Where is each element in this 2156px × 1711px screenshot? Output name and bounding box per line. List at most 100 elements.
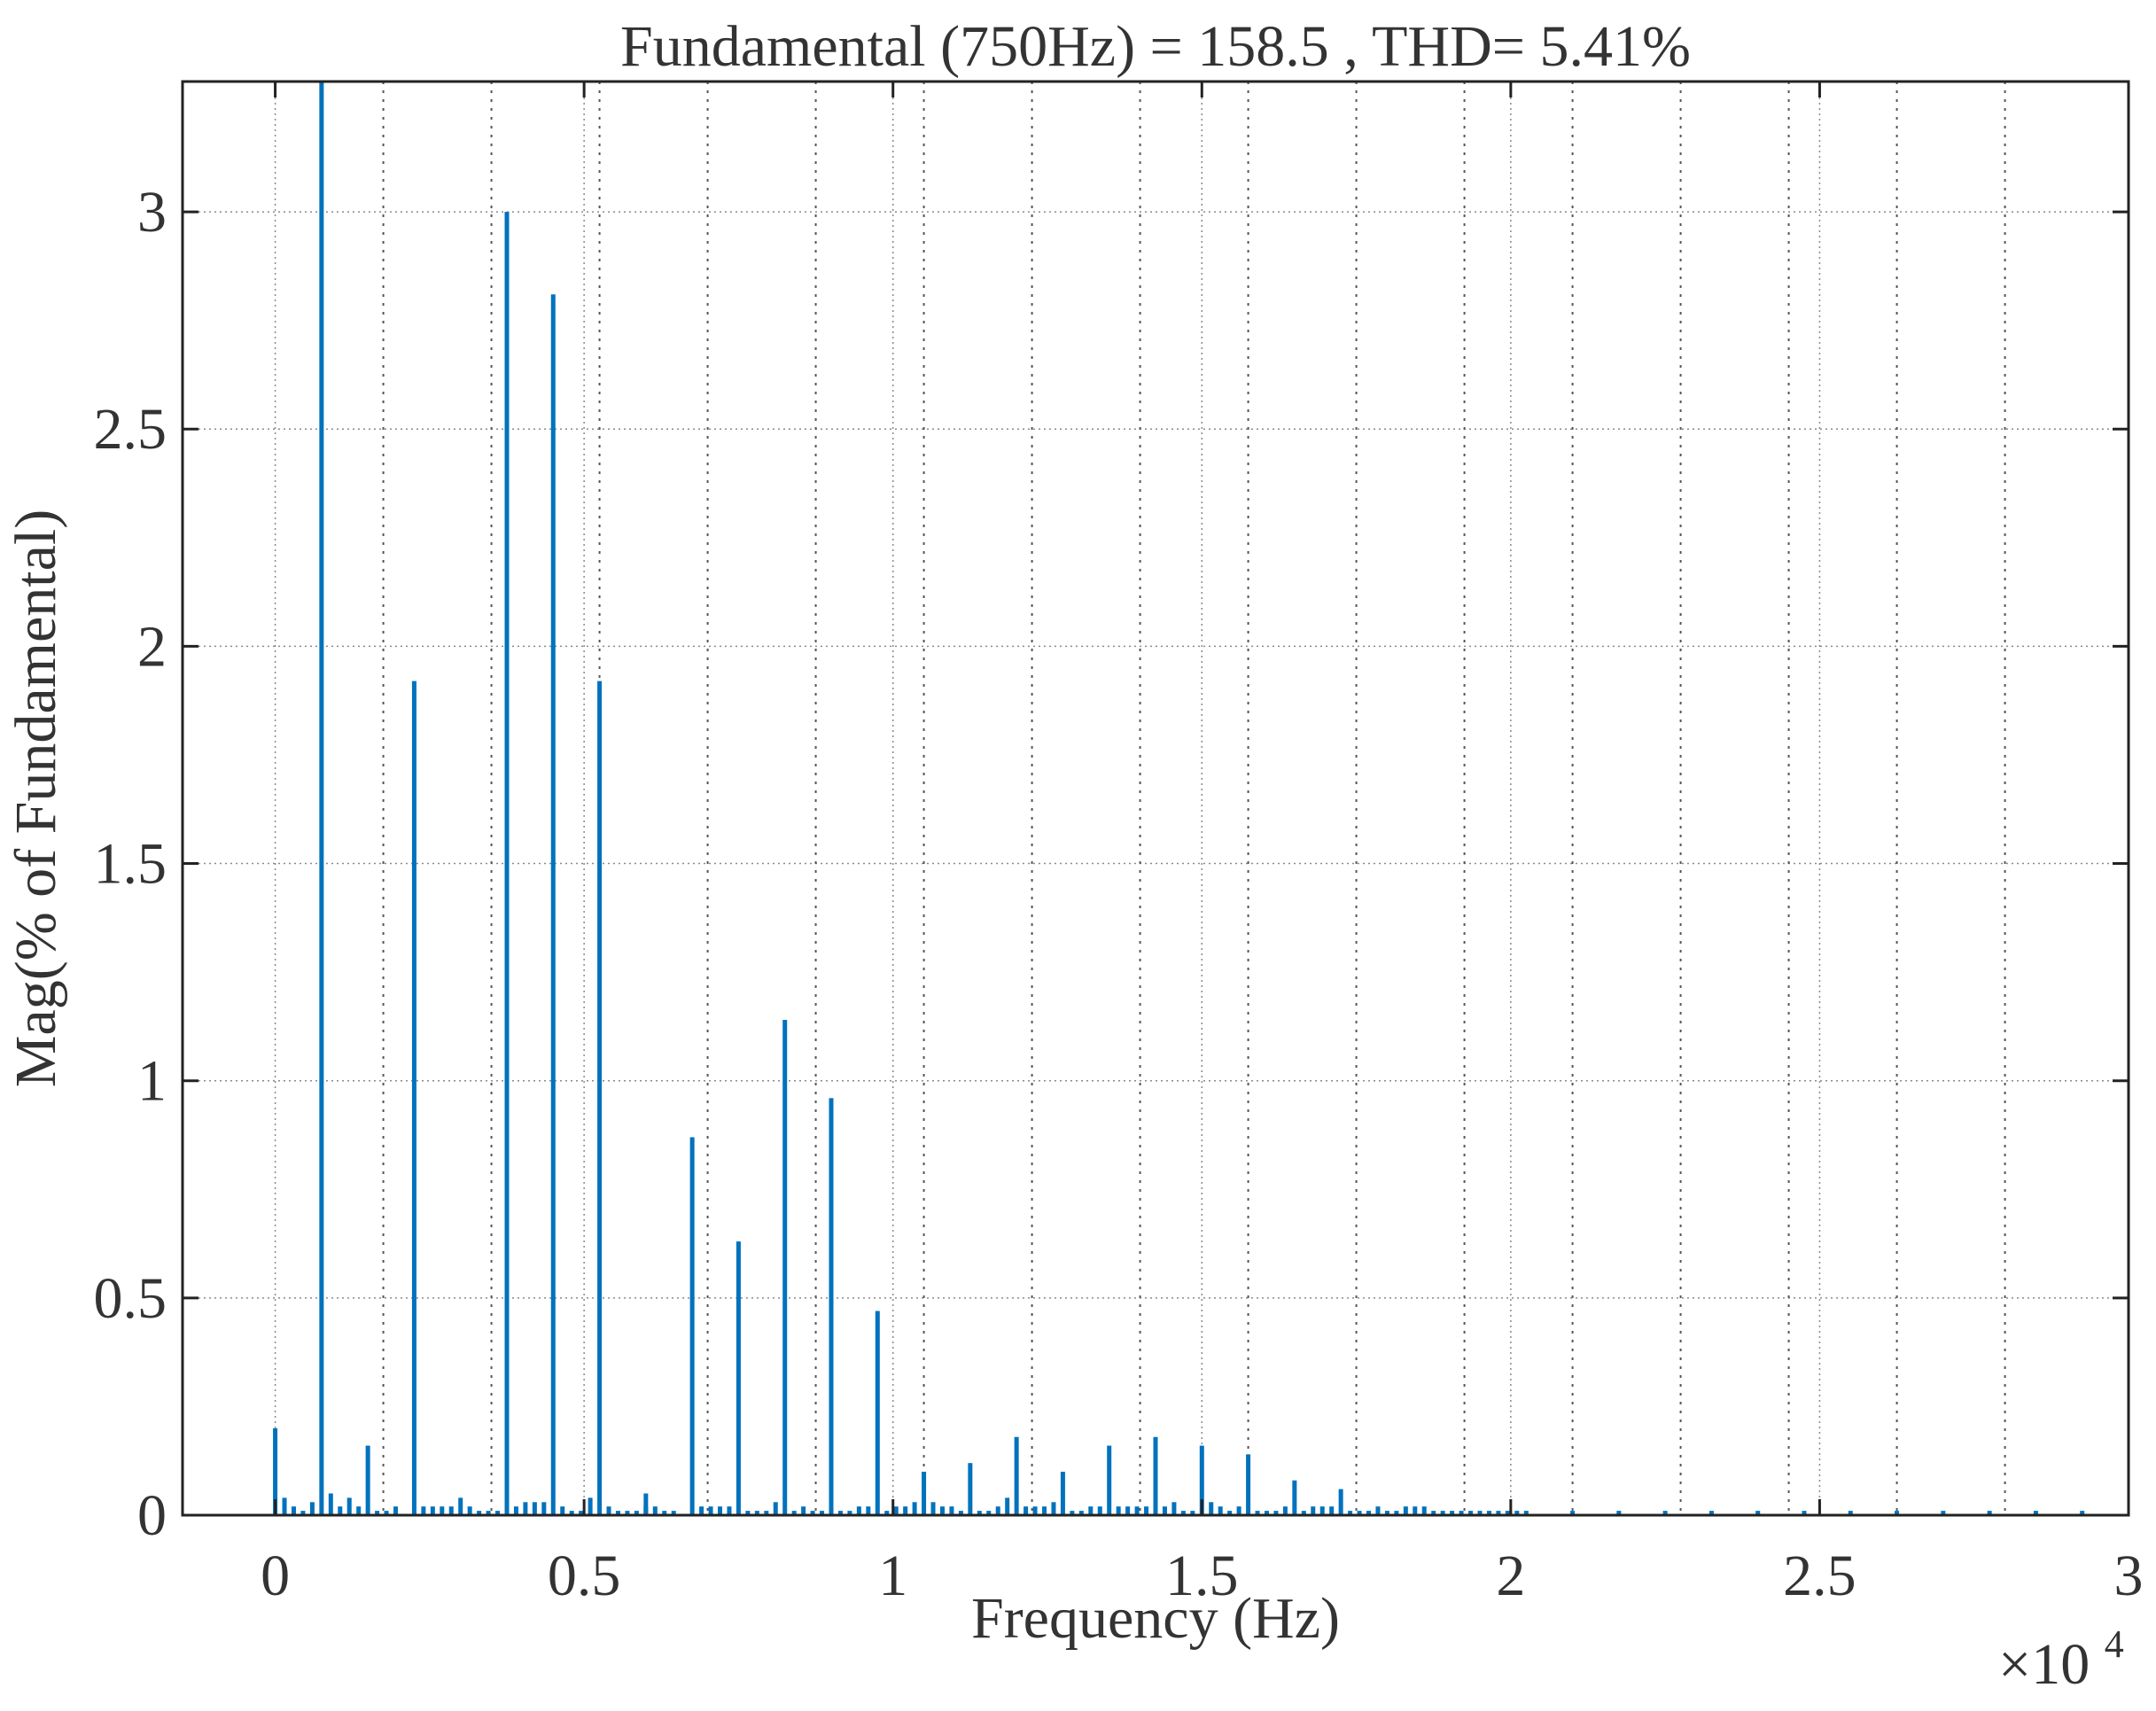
bar xyxy=(430,1506,435,1515)
x-exponent-power: 4 xyxy=(2105,1622,2124,1666)
bar xyxy=(1468,1511,1474,1515)
x-axis-exponent: ×10 4 xyxy=(1998,1622,2124,1697)
bar xyxy=(977,1511,982,1515)
bar xyxy=(1431,1511,1436,1515)
bar xyxy=(1116,1506,1121,1515)
bar xyxy=(903,1506,908,1515)
y-tick-label: 1 xyxy=(137,1049,167,1114)
bar xyxy=(532,1502,537,1515)
bar xyxy=(1255,1511,1260,1515)
bar xyxy=(1570,1511,1576,1515)
bar xyxy=(560,1506,565,1515)
y-tick-label: 0 xyxy=(137,1483,167,1548)
bar xyxy=(597,681,603,1515)
bar xyxy=(1895,1511,1900,1515)
bar xyxy=(1171,1502,1177,1515)
bar xyxy=(319,82,324,1515)
bar xyxy=(1125,1506,1131,1515)
bar xyxy=(1496,1511,1501,1515)
bar xyxy=(699,1506,704,1515)
bar xyxy=(1987,1511,1992,1515)
bar xyxy=(856,1506,861,1515)
bar xyxy=(986,1511,992,1515)
x-tick-label: 2 xyxy=(1496,1544,1525,1608)
bar xyxy=(968,1463,973,1515)
bar xyxy=(912,1502,917,1515)
bar xyxy=(847,1511,852,1515)
bar xyxy=(1486,1511,1491,1515)
bar xyxy=(513,1506,518,1515)
bar xyxy=(801,1506,806,1515)
bar xyxy=(1227,1511,1233,1515)
x-tick-label: 0.5 xyxy=(548,1544,621,1608)
bar xyxy=(1514,1511,1520,1515)
bar xyxy=(1755,1511,1761,1515)
bar xyxy=(1394,1511,1399,1515)
bar xyxy=(440,1506,445,1515)
bar xyxy=(1292,1480,1297,1515)
bar xyxy=(1338,1489,1343,1515)
y-tick-label: 0.5 xyxy=(94,1266,167,1331)
bar xyxy=(1264,1511,1269,1515)
bar xyxy=(958,1511,963,1515)
bar xyxy=(1134,1506,1140,1515)
bar xyxy=(393,1506,399,1515)
grid xyxy=(183,82,2129,1515)
bar xyxy=(579,1511,584,1515)
bar xyxy=(1107,1445,1112,1515)
ticks: 0 0.5 1 1.5 2 2.5 3 0 0.5 1 1.5 2 2.5 3 xyxy=(94,82,2144,1608)
bar xyxy=(1311,1506,1316,1515)
bar xyxy=(300,1511,306,1515)
bar xyxy=(1616,1511,1622,1515)
bar xyxy=(550,294,556,1515)
bar xyxy=(338,1506,343,1515)
bar xyxy=(745,1511,751,1515)
bar xyxy=(893,1506,899,1515)
bar xyxy=(643,1493,649,1515)
bar xyxy=(1032,1506,1038,1515)
bar xyxy=(384,1511,389,1515)
bar xyxy=(1366,1511,1372,1515)
bar xyxy=(1384,1511,1389,1515)
bar xyxy=(486,1511,491,1515)
bar xyxy=(884,1511,890,1515)
x-tick-label: 0 xyxy=(261,1544,290,1608)
bar xyxy=(1662,1511,1668,1515)
bar xyxy=(1014,1436,1019,1515)
bar xyxy=(1708,1511,1714,1515)
bar xyxy=(1505,1511,1510,1515)
bar xyxy=(365,1445,370,1515)
bar xyxy=(1199,1445,1204,1515)
bar xyxy=(1357,1511,1362,1515)
bar xyxy=(727,1506,732,1515)
bar xyxy=(837,1511,843,1515)
bar xyxy=(820,1511,825,1515)
bar xyxy=(606,1506,611,1515)
bar xyxy=(1459,1511,1464,1515)
bar xyxy=(1450,1511,1455,1515)
bar xyxy=(1941,1511,1946,1515)
bar xyxy=(810,1511,815,1515)
bar xyxy=(671,1511,676,1515)
bar xyxy=(736,1241,741,1515)
bar xyxy=(652,1506,658,1515)
bar xyxy=(1209,1502,1214,1515)
bar xyxy=(643,1506,649,1515)
bar xyxy=(1042,1506,1047,1515)
bar xyxy=(2033,1511,2038,1515)
bar xyxy=(1162,1506,1167,1515)
bar xyxy=(1088,1506,1094,1515)
bar xyxy=(1070,1511,1075,1515)
bar xyxy=(764,1511,769,1515)
bar xyxy=(569,1511,574,1515)
bar xyxy=(949,1506,954,1515)
bar xyxy=(356,1506,362,1515)
bar xyxy=(1236,1506,1241,1515)
bar xyxy=(615,1511,620,1515)
bar xyxy=(1802,1511,1807,1515)
bar xyxy=(773,1502,778,1515)
x-tick-label: 1.5 xyxy=(1165,1544,1239,1608)
bar xyxy=(829,1098,834,1515)
bar xyxy=(708,1506,713,1515)
